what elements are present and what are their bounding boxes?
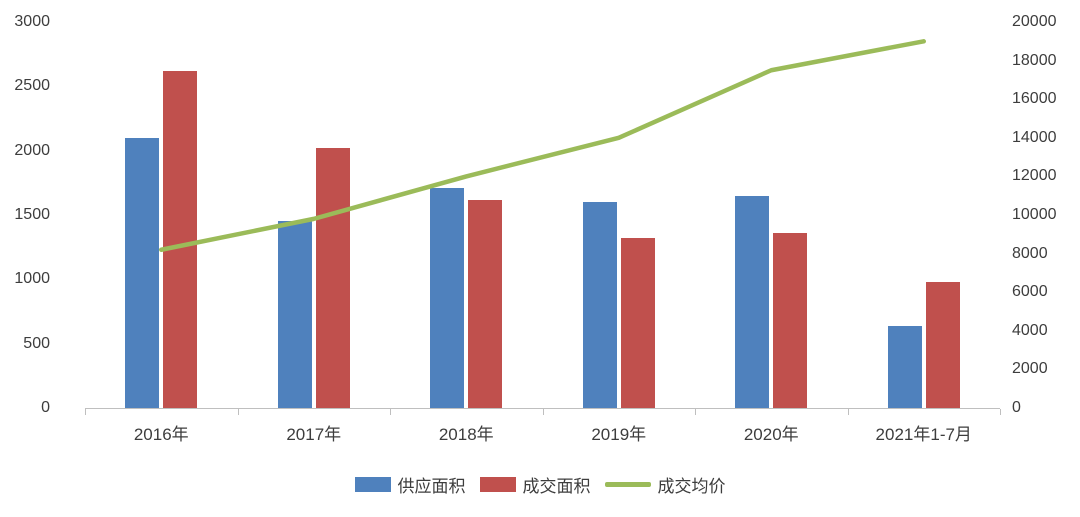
- bar-transaction-area-2016年: [163, 70, 198, 408]
- x-axis-category-label: 2019年: [591, 425, 647, 444]
- legend-swatch-average-price: [604, 482, 651, 487]
- left-axis-tick-label: 500: [23, 334, 50, 352]
- x-axis-tick: [1000, 409, 1001, 415]
- x-axis-tick: [237, 409, 239, 415]
- x-axis-category-label: 2020年: [743, 425, 799, 444]
- right-axis-tick-label: 12000: [1012, 167, 1057, 185]
- bar-transaction-area-2018年: [468, 199, 503, 408]
- legend-swatch-transaction-area: [479, 477, 516, 492]
- legend-swatch-supply-area: [354, 477, 391, 492]
- bar-supply-area-2018年: [430, 187, 465, 408]
- right-axis-tick-label: 18000: [1012, 51, 1057, 69]
- x-axis-line: [85, 408, 1000, 409]
- x-axis-category-label: 2017年: [286, 425, 342, 444]
- x-axis-tick: [542, 409, 544, 415]
- left-axis-tick-label: 1500: [14, 206, 50, 223]
- bar-supply-area-2021年1-7月: [887, 325, 922, 408]
- legend-item-average-price: 成交均价: [604, 472, 726, 497]
- left-axis-tick-label: 2500: [14, 77, 50, 95]
- right-axis-tick-label: 0: [1012, 399, 1021, 416]
- bar-supply-area-2017年: [277, 221, 312, 408]
- legend-label-average-price: 成交均价: [657, 477, 726, 496]
- x-axis-category-label: 2016年: [133, 425, 189, 444]
- bar-transaction-area-2017年: [315, 148, 350, 408]
- x-axis-tick: [390, 409, 391, 415]
- right-axis-tick-label: 10000: [1012, 206, 1057, 223]
- right-axis-tick-label: 20000: [1012, 13, 1057, 30]
- left-axis-tick-label: 2000: [14, 141, 50, 159]
- x-axis-tick: [85, 409, 86, 415]
- average-price-line: [159, 39, 926, 252]
- right-axis-tick-label: 14000: [1012, 128, 1057, 146]
- bar-supply-area-2016年: [125, 137, 160, 408]
- right-axis-tick-label: 16000: [1012, 90, 1057, 108]
- bar-transaction-area-2019年: [620, 238, 655, 408]
- right-axis-tick-label: 6000: [1012, 283, 1048, 301]
- x-axis-category-label: 2021年1-7月: [875, 425, 972, 444]
- x-axis-tick: [695, 409, 696, 415]
- legend-label-supply-area: 供应面积: [397, 477, 466, 496]
- right-axis-tick-label: 4000: [1012, 321, 1048, 339]
- right-axis-tick-label: 8000: [1012, 244, 1048, 262]
- x-axis-category-label: 2018年: [438, 425, 494, 444]
- left-axis-tick-label: 3000: [14, 13, 50, 30]
- x-axis-tick: [847, 409, 849, 415]
- legend-label-transaction-area: 成交面积: [522, 477, 591, 496]
- bar-transaction-area-2020年: [773, 233, 808, 408]
- bar-supply-area-2019年: [582, 202, 617, 408]
- left-axis-tick-label: 0: [41, 399, 50, 416]
- right-axis-tick-label: 2000: [1012, 360, 1048, 378]
- legend-item-supply-area: 供应面积: [354, 472, 466, 497]
- legend-item-transaction-area: 成交面积: [479, 472, 591, 497]
- left-axis-tick-label: 1000: [14, 270, 50, 288]
- bar-transaction-area-2021年1-7月: [925, 281, 960, 408]
- bar-supply-area-2020年: [735, 195, 770, 408]
- legend: 供应面积 成交面积 成交均价: [0, 472, 1080, 497]
